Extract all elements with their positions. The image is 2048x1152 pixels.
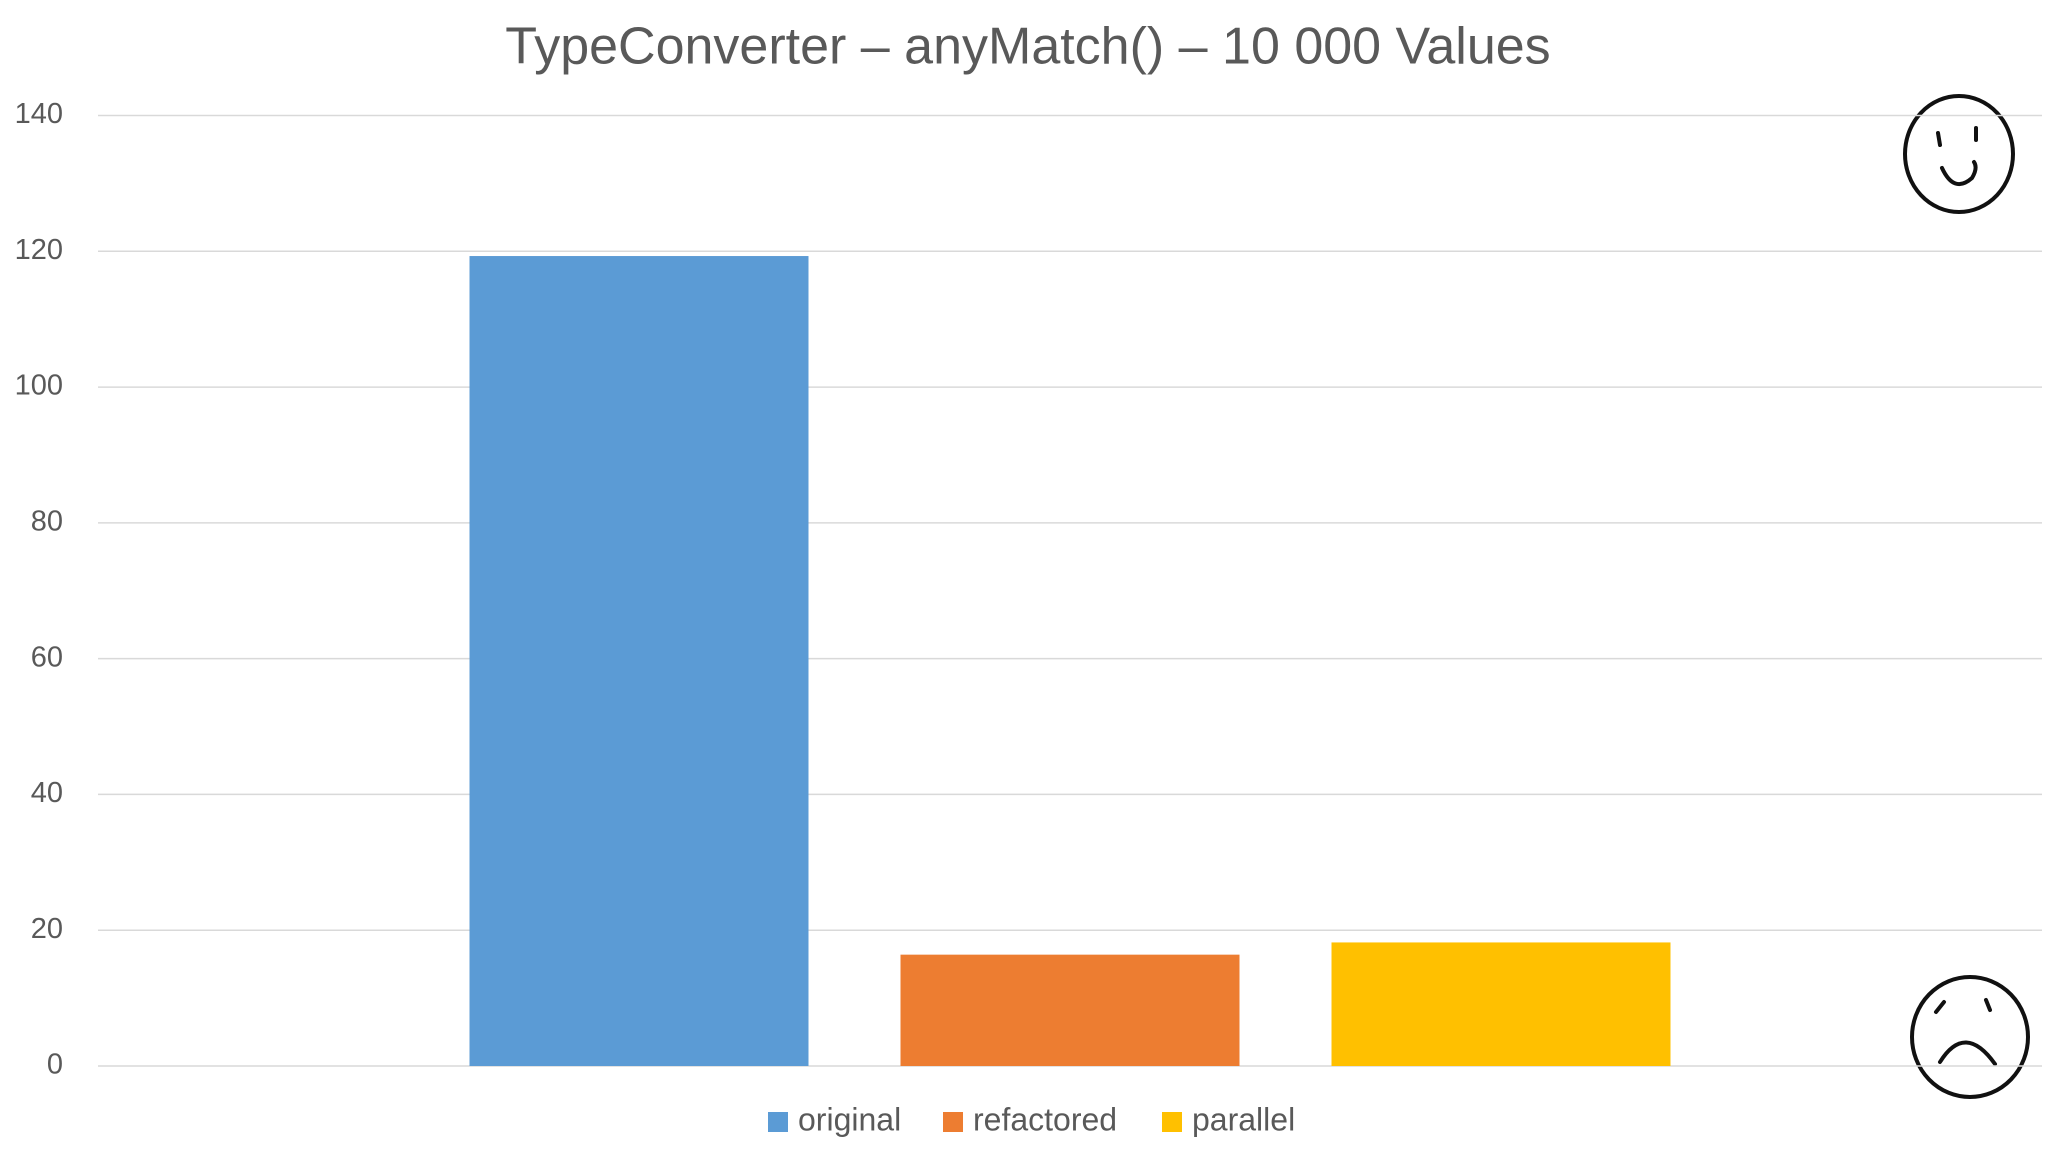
bar <box>469 256 809 1066</box>
y-tick-label: 0 <box>47 1049 63 1081</box>
legend-label: parallel <box>1192 1101 1295 1137</box>
y-tick-label: 60 <box>31 641 63 673</box>
happy-face <box>1903 94 2015 214</box>
legend-label: original <box>798 1101 901 1137</box>
chart-title: TypeConverter – anyMatch() – 10 000 Valu… <box>505 18 1550 76</box>
y-tick-label: 140 <box>15 98 63 130</box>
y-tick-label: 120 <box>15 234 63 266</box>
legend-label: refactored <box>973 1101 1117 1137</box>
y-tick-label: 100 <box>15 370 63 402</box>
legend-swatch <box>943 1112 963 1132</box>
sad-face <box>1910 975 2030 1099</box>
bar <box>1331 942 1671 1066</box>
y-tick-label: 20 <box>31 913 63 945</box>
bar <box>900 954 1240 1066</box>
y-tick-label: 40 <box>31 777 63 809</box>
legend-swatch <box>768 1112 788 1132</box>
legend-swatch <box>1162 1112 1182 1132</box>
y-tick-label: 80 <box>31 506 63 538</box>
